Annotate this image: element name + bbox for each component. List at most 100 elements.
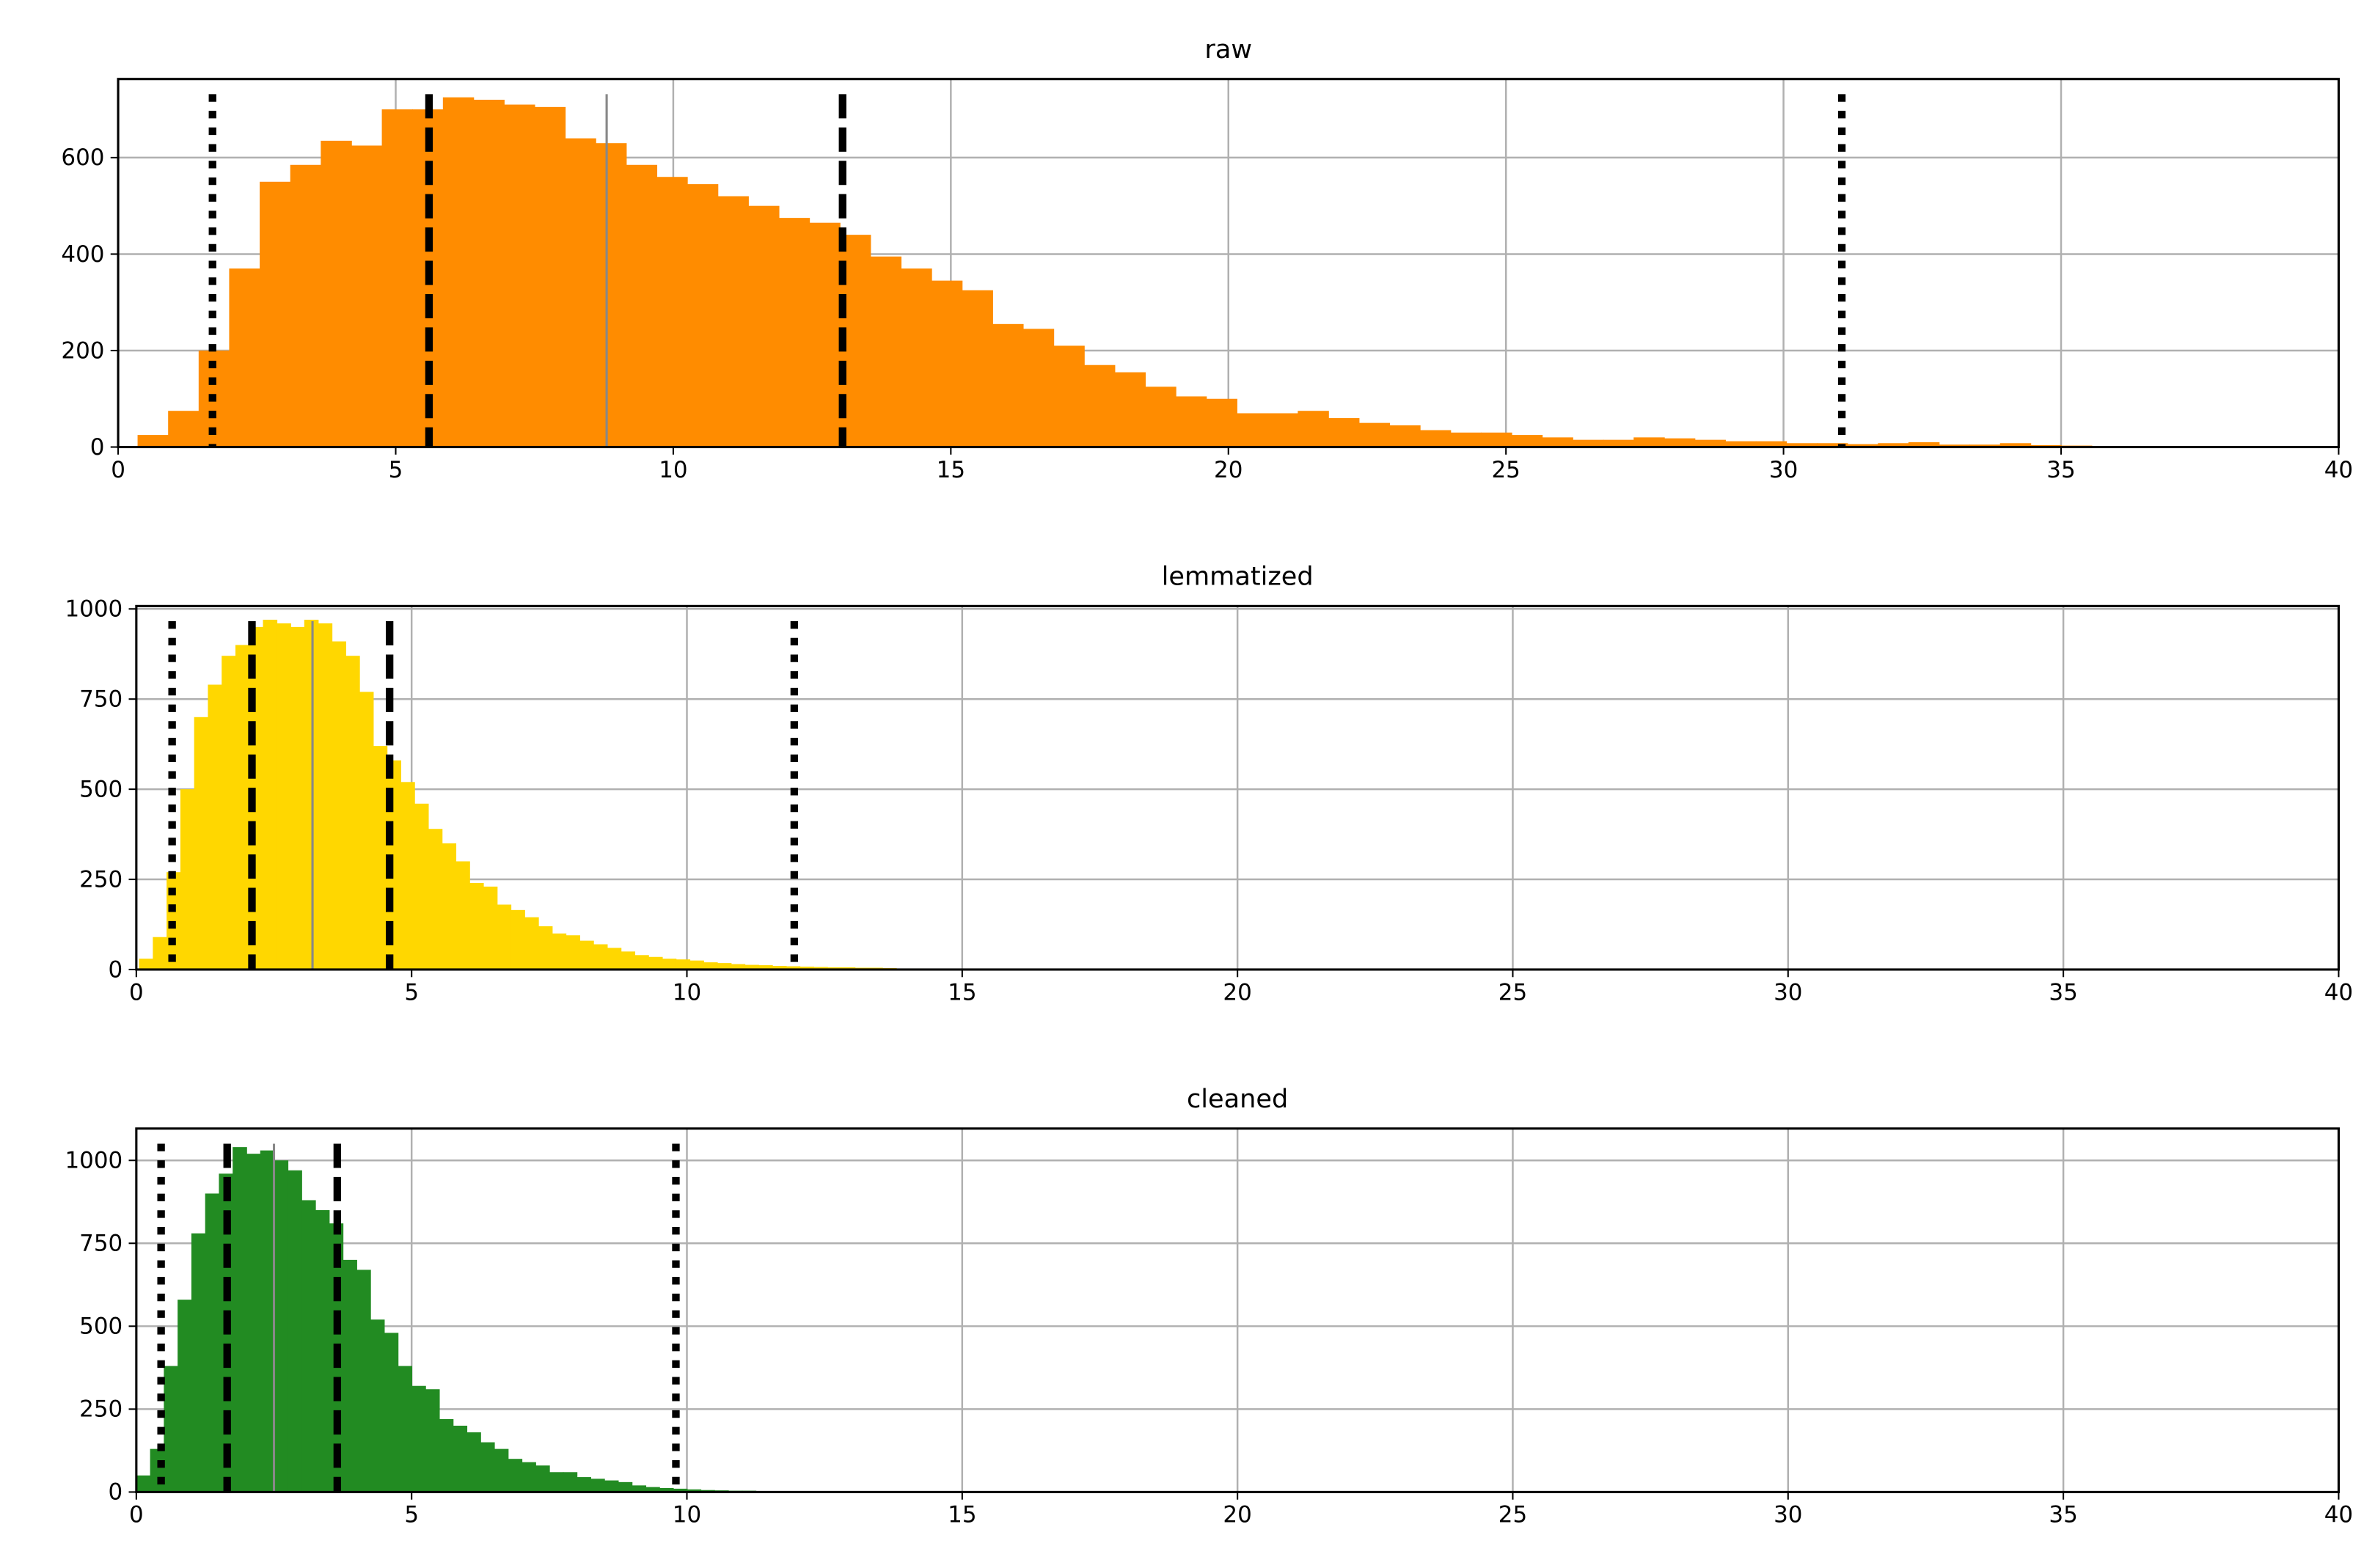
bar bbox=[656, 177, 688, 447]
bar bbox=[466, 1432, 481, 1492]
bar bbox=[1755, 441, 1787, 447]
bar bbox=[645, 1487, 660, 1492]
bar bbox=[962, 290, 993, 447]
bar bbox=[632, 1485, 647, 1492]
x-tick-label: 35 bbox=[2049, 979, 2077, 1005]
y-tick-label: 500 bbox=[79, 1314, 122, 1340]
bar bbox=[277, 623, 291, 970]
y-tick-label: 600 bbox=[61, 144, 104, 171]
bar bbox=[356, 1270, 371, 1492]
x-tick-label: 40 bbox=[2324, 979, 2353, 1005]
bar bbox=[455, 861, 470, 970]
bar bbox=[180, 789, 195, 970]
y-tick-label: 200 bbox=[61, 337, 104, 364]
subplot-title: raw bbox=[1204, 34, 1252, 65]
bar bbox=[590, 1479, 605, 1492]
bar bbox=[577, 1477, 591, 1492]
bar bbox=[703, 962, 718, 970]
bar bbox=[1114, 372, 1146, 447]
bar bbox=[1511, 435, 1543, 447]
bar bbox=[1022, 329, 1055, 447]
bar bbox=[621, 951, 636, 970]
bar bbox=[332, 641, 346, 970]
y-tick-label: 0 bbox=[109, 1479, 123, 1506]
bar bbox=[373, 746, 388, 970]
bar bbox=[687, 184, 719, 447]
bar bbox=[748, 205, 780, 447]
subplot: lemmatized 0 5 10 15 20 25 30 35 40 0 250 500 750 1000 bbox=[65, 561, 2353, 1005]
bar bbox=[315, 1210, 330, 1492]
x-tick-label: 0 bbox=[129, 979, 144, 1005]
bar bbox=[1847, 444, 1879, 447]
x-tick-label: 10 bbox=[673, 979, 701, 1005]
bar bbox=[511, 909, 525, 970]
bar bbox=[772, 966, 787, 970]
bar bbox=[901, 268, 932, 447]
bar bbox=[1878, 443, 1909, 447]
bar bbox=[139, 959, 154, 970]
bar bbox=[483, 886, 498, 970]
x-tick-label: 0 bbox=[111, 457, 125, 483]
axes-frame bbox=[117, 78, 2340, 449]
bar bbox=[246, 1154, 261, 1492]
bar bbox=[1328, 418, 1360, 447]
y-tick-label: 750 bbox=[79, 1231, 122, 1257]
x-tick-label: 20 bbox=[1214, 457, 1243, 483]
x-tick-label: 20 bbox=[1223, 1502, 1251, 1528]
bar bbox=[233, 1147, 247, 1492]
bar bbox=[687, 1489, 702, 1492]
bar bbox=[442, 97, 475, 447]
subplot-title: lemmatized bbox=[1162, 561, 1314, 591]
bar bbox=[579, 940, 594, 970]
bar bbox=[400, 782, 415, 970]
bar bbox=[744, 964, 759, 970]
bar bbox=[1572, 439, 1604, 447]
bar bbox=[758, 965, 773, 970]
bar bbox=[263, 620, 278, 970]
x-tick-label: 35 bbox=[2049, 1502, 2077, 1528]
bar bbox=[549, 1472, 564, 1492]
bar bbox=[345, 656, 360, 970]
subplot: cleaned 0 5 10 15 20 25 30 35 40 0 250 500 750 1000 bbox=[65, 1084, 2353, 1528]
bar bbox=[673, 1488, 688, 1492]
bar bbox=[442, 843, 457, 970]
bar bbox=[1358, 422, 1391, 447]
bar bbox=[1175, 396, 1207, 447]
bar bbox=[1298, 411, 1329, 447]
bar bbox=[1999, 443, 2032, 447]
bar bbox=[384, 1333, 399, 1492]
bar bbox=[778, 218, 810, 447]
x-tick-label: 25 bbox=[1498, 1502, 1527, 1528]
bar bbox=[453, 1425, 468, 1492]
bar bbox=[469, 882, 484, 970]
bar bbox=[150, 1448, 165, 1492]
x-tick-label: 40 bbox=[2324, 1502, 2353, 1528]
bar bbox=[343, 1259, 357, 1492]
bar bbox=[229, 268, 260, 447]
axes-frame bbox=[135, 604, 2340, 971]
bar bbox=[1237, 413, 1268, 447]
y-tick-label: 0 bbox=[109, 956, 123, 983]
bar bbox=[321, 140, 352, 447]
bar bbox=[387, 760, 401, 970]
bar bbox=[164, 1366, 178, 1492]
bar bbox=[274, 1160, 289, 1492]
bar bbox=[260, 1150, 275, 1492]
bar bbox=[191, 1233, 206, 1492]
bar bbox=[534, 106, 566, 447]
bar bbox=[813, 967, 828, 970]
bar bbox=[593, 944, 608, 970]
bar bbox=[290, 626, 305, 970]
y-tick-label: 1000 bbox=[65, 596, 122, 623]
bar bbox=[1694, 439, 1726, 447]
bar bbox=[604, 1480, 619, 1492]
bar bbox=[1969, 444, 2001, 447]
bar bbox=[381, 109, 414, 447]
bar bbox=[205, 1193, 220, 1492]
bar bbox=[1389, 425, 1421, 447]
x-tick-label: 30 bbox=[1774, 1502, 1802, 1528]
x-tick-label: 15 bbox=[948, 979, 976, 1005]
bar bbox=[290, 164, 322, 447]
x-tick-label: 30 bbox=[1769, 457, 1798, 483]
x-tick-label: 40 bbox=[2324, 457, 2353, 483]
